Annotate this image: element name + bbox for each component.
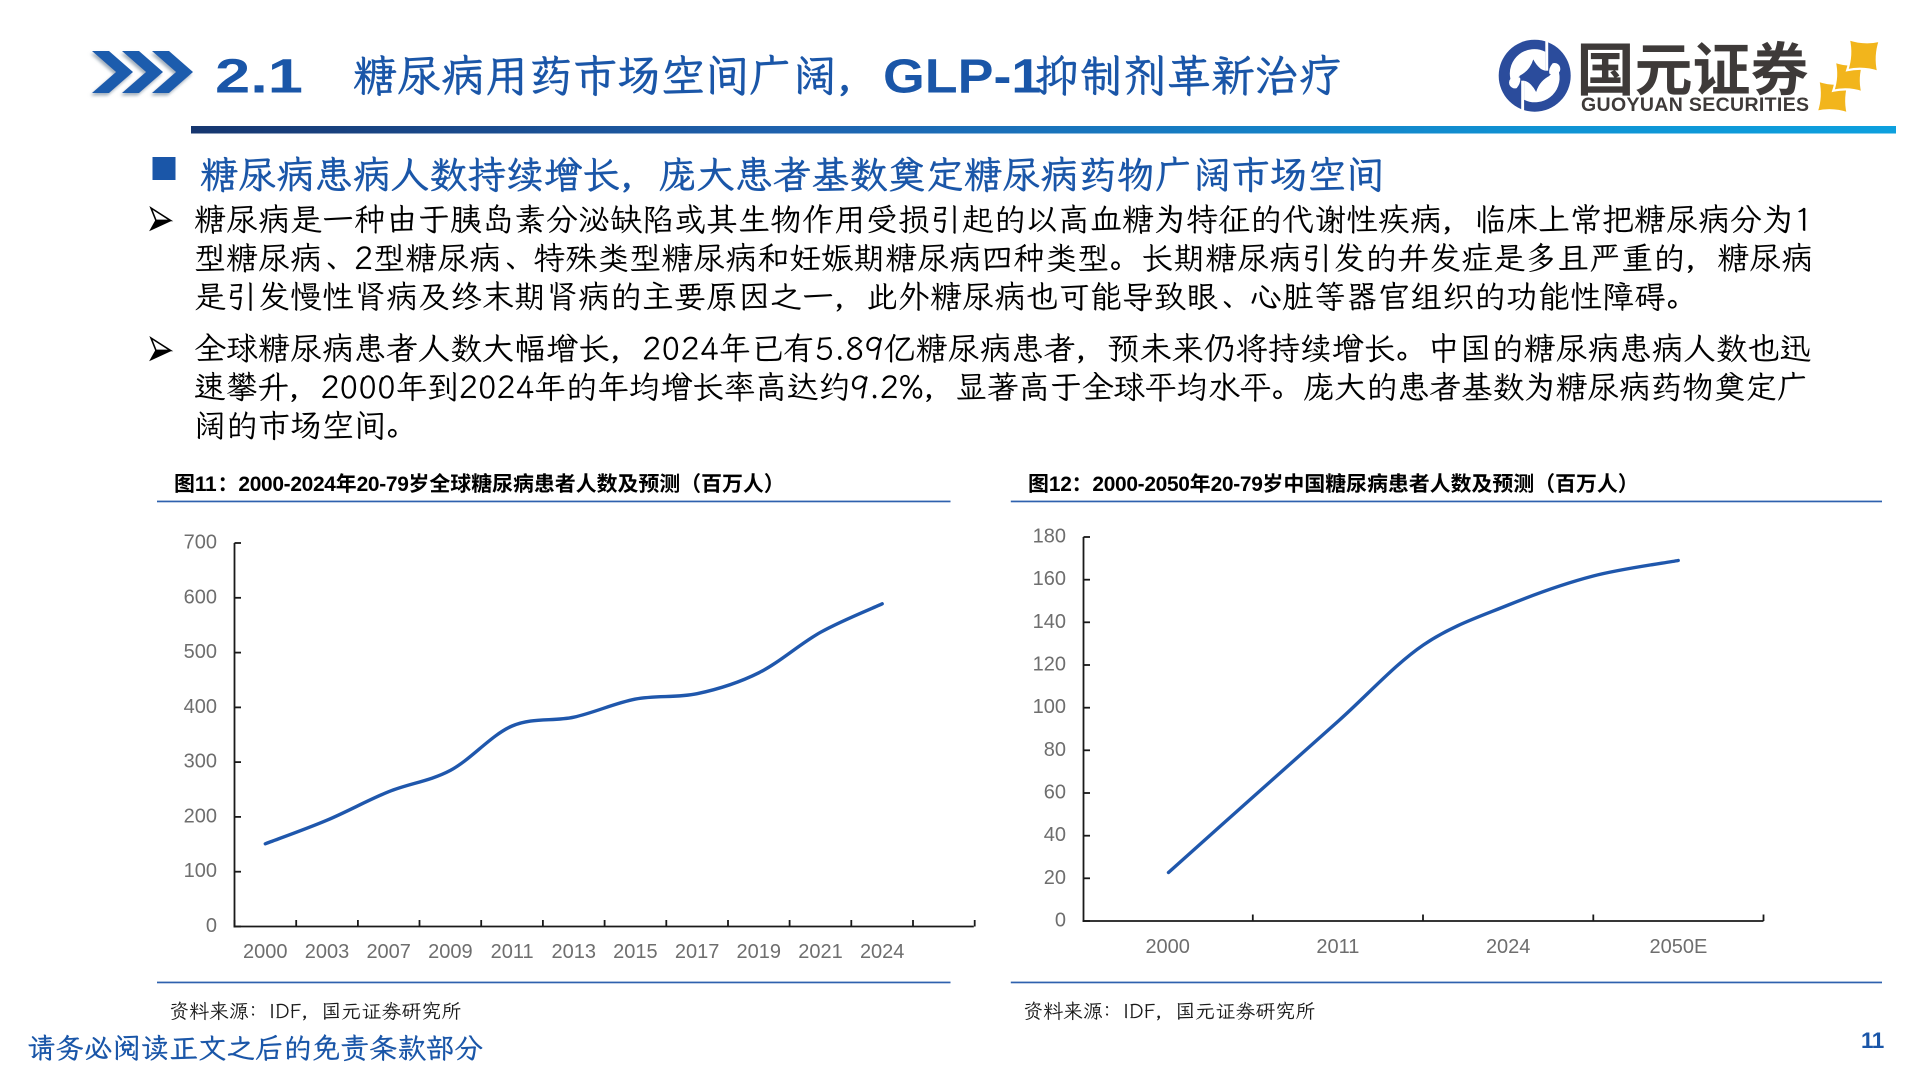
svg-text:20: 20 — [1044, 867, 1066, 889]
svg-text:2011: 2011 — [491, 941, 534, 963]
svg-text:100: 100 — [1033, 696, 1066, 718]
svg-text:400: 400 — [184, 696, 217, 718]
svg-text:GLP-1: GLP-1 — [883, 49, 1041, 103]
svg-text:2024: 2024 — [1486, 936, 1531, 958]
svg-text:120: 120 — [1033, 654, 1066, 676]
svg-text:2009: 2009 — [428, 941, 473, 963]
svg-text:80: 80 — [1044, 739, 1066, 761]
svg-text:11: 11 — [1861, 1028, 1884, 1053]
svg-text:12: 12 — [1049, 473, 1072, 496]
svg-text:2000-2050: 2000-2050 — [1092, 473, 1189, 496]
svg-text:20-79: 20-79 — [357, 473, 409, 496]
svg-text:140: 140 — [1033, 611, 1066, 633]
svg-text:300: 300 — [184, 751, 217, 773]
svg-text:600: 600 — [184, 586, 217, 608]
svg-text:GUOYUAN SECURITIES: GUOYUAN SECURITIES — [1581, 94, 1809, 116]
svg-text:2019: 2019 — [737, 941, 782, 963]
svg-text:2015: 2015 — [613, 941, 658, 963]
svg-text:0: 0 — [1055, 910, 1066, 932]
svg-text:2000: 2000 — [243, 941, 288, 963]
svg-text:2050E: 2050E — [1649, 936, 1707, 958]
svg-text:700: 700 — [184, 532, 217, 554]
svg-text:11: 11 — [195, 473, 217, 496]
svg-text:160: 160 — [1033, 568, 1066, 590]
svg-text:20-79: 20-79 — [1211, 473, 1263, 496]
svg-text:2000-2024: 2000-2024 — [238, 473, 336, 496]
svg-text:2021: 2021 — [798, 941, 843, 963]
svg-text:2007: 2007 — [366, 941, 411, 963]
svg-text:2000: 2000 — [1145, 936, 1190, 958]
svg-text:0: 0 — [206, 915, 217, 937]
svg-text:100: 100 — [184, 860, 217, 882]
svg-text:60: 60 — [1044, 782, 1066, 804]
svg-text:2013: 2013 — [552, 941, 597, 963]
svg-text:2003: 2003 — [305, 941, 350, 963]
svg-text:2017: 2017 — [675, 941, 720, 963]
svg-text:2011: 2011 — [1316, 936, 1359, 958]
svg-text:2024: 2024 — [860, 941, 905, 963]
svg-text:2.1: 2.1 — [215, 49, 303, 103]
svg-text:180: 180 — [1033, 526, 1066, 548]
svg-text:500: 500 — [184, 641, 217, 663]
svg-text:200: 200 — [184, 805, 217, 827]
svg-text:40: 40 — [1044, 824, 1066, 846]
